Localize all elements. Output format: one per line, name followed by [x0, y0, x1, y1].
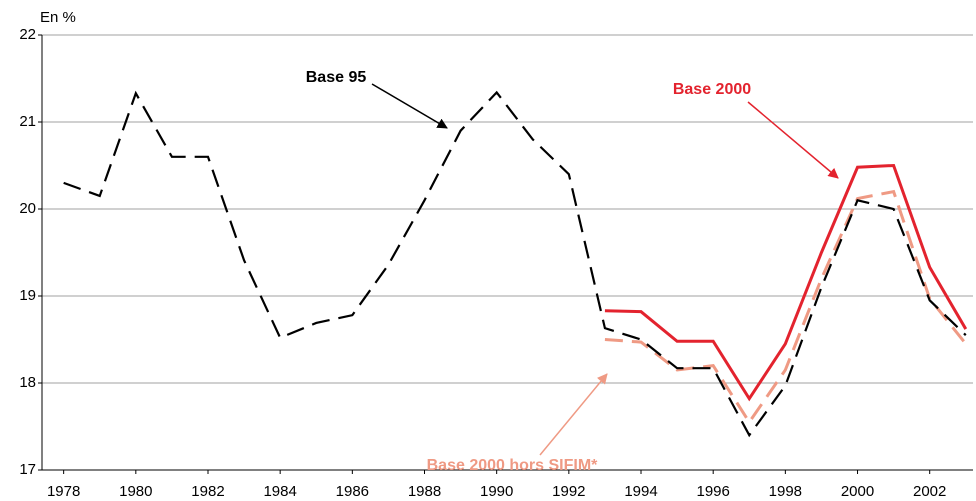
legend-label: Base 2000 — [673, 81, 751, 98]
x-tick-label: 1998 — [769, 483, 802, 500]
x-tick-label: 1986 — [336, 483, 369, 500]
x-tick-label: 1992 — [552, 483, 585, 500]
x-tick-label: 1990 — [480, 483, 513, 500]
x-tick-label: 2002 — [913, 483, 946, 500]
y-tick-label: 19 — [19, 287, 36, 304]
annotation-arrow — [371, 83, 448, 129]
annotation-arrow — [747, 101, 839, 179]
y-tick-label: 17 — [19, 461, 36, 478]
legend-label: Base 95 — [306, 69, 367, 86]
x-tick-label: 1982 — [191, 483, 224, 500]
legend-label: Base 2000 hors SIFIM* — [427, 457, 599, 474]
y-axis-label: En % — [40, 9, 76, 26]
x-tick-label: 2000 — [841, 483, 874, 500]
x-tick-label: 1978 — [47, 483, 80, 500]
series-line — [63, 90, 967, 438]
y-tick-label: 20 — [19, 200, 36, 217]
y-tick-label: 21 — [19, 113, 36, 130]
series-line — [604, 189, 967, 425]
x-tick-label: 1996 — [696, 483, 729, 500]
annotation-arrow — [539, 373, 608, 456]
y-tick-label: 18 — [19, 374, 36, 391]
series-line — [604, 163, 968, 402]
x-tick-label: 1994 — [624, 483, 657, 500]
y-tick-label: 22 — [19, 26, 36, 43]
x-tick-label: 1988 — [408, 483, 441, 500]
x-tick-label: 1984 — [263, 483, 296, 500]
x-tick-label: 1980 — [119, 483, 152, 500]
